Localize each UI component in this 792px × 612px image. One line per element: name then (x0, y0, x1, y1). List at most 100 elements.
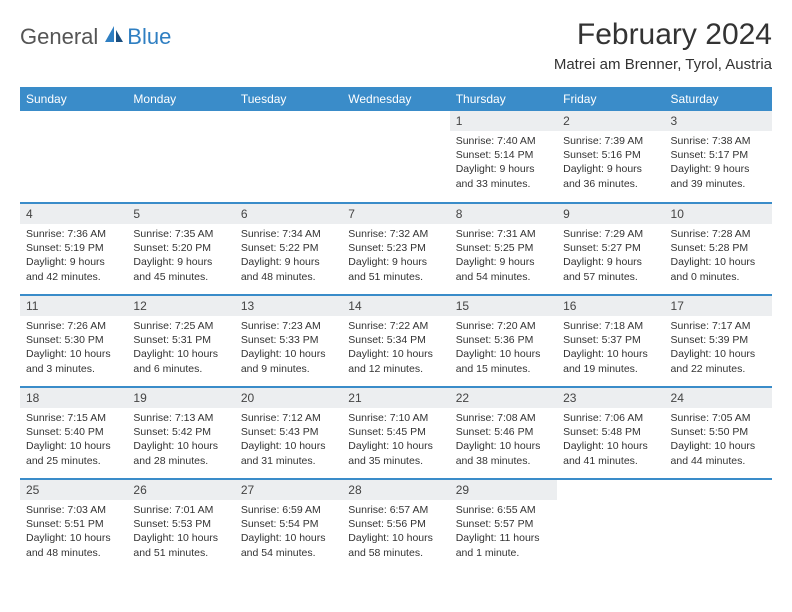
calendar-row: 18Sunrise: 7:15 AMSunset: 5:40 PMDayligh… (20, 387, 772, 479)
sunrise-text: Sunrise: 7:23 AM (241, 319, 336, 333)
daylight-text: Daylight: 10 hours and 44 minutes. (671, 439, 766, 467)
day-number: 21 (342, 388, 449, 408)
sunrise-text: Sunrise: 7:01 AM (133, 503, 228, 517)
sunset-text: Sunset: 5:43 PM (241, 425, 336, 439)
sunrise-text: Sunrise: 6:57 AM (348, 503, 443, 517)
calendar-table: Sunday Monday Tuesday Wednesday Thursday… (20, 87, 772, 571)
daylight-text: Daylight: 11 hours and 1 minute. (456, 531, 551, 559)
calendar-cell: 9Sunrise: 7:29 AMSunset: 5:27 PMDaylight… (557, 203, 664, 295)
cell-body: Sunrise: 7:13 AMSunset: 5:42 PMDaylight:… (127, 408, 234, 474)
cell-body: Sunrise: 7:05 AMSunset: 5:50 PMDaylight:… (665, 408, 772, 474)
day-number: 17 (665, 296, 772, 316)
sunrise-text: Sunrise: 6:55 AM (456, 503, 551, 517)
sunset-text: Sunset: 5:20 PM (133, 241, 228, 255)
calendar-cell (20, 111, 127, 203)
cell-body: Sunrise: 7:15 AMSunset: 5:40 PMDaylight:… (20, 408, 127, 474)
daylight-text: Daylight: 10 hours and 54 minutes. (241, 531, 336, 559)
sunrise-text: Sunrise: 7:06 AM (563, 411, 658, 425)
sunrise-text: Sunrise: 7:31 AM (456, 227, 551, 241)
sunrise-text: Sunrise: 7:28 AM (671, 227, 766, 241)
daylight-text: Daylight: 10 hours and 51 minutes. (133, 531, 228, 559)
calendar-cell: 26Sunrise: 7:01 AMSunset: 5:53 PMDayligh… (127, 479, 234, 571)
dayhdr-sun: Sunday (20, 87, 127, 111)
daylight-text: Daylight: 10 hours and 25 minutes. (26, 439, 121, 467)
day-number: 7 (342, 204, 449, 224)
sunset-text: Sunset: 5:23 PM (348, 241, 443, 255)
cell-body: Sunrise: 7:29 AMSunset: 5:27 PMDaylight:… (557, 224, 664, 290)
calendar-cell (557, 479, 664, 571)
calendar-row: 1Sunrise: 7:40 AMSunset: 5:14 PMDaylight… (20, 111, 772, 203)
day-number: 27 (235, 480, 342, 500)
daylight-text: Daylight: 10 hours and 58 minutes. (348, 531, 443, 559)
cell-body: Sunrise: 7:36 AMSunset: 5:19 PMDaylight:… (20, 224, 127, 290)
cell-body: Sunrise: 7:25 AMSunset: 5:31 PMDaylight:… (127, 316, 234, 382)
cell-body: Sunrise: 7:22 AMSunset: 5:34 PMDaylight:… (342, 316, 449, 382)
sunset-text: Sunset: 5:19 PM (26, 241, 121, 255)
daylight-text: Daylight: 10 hours and 48 minutes. (26, 531, 121, 559)
calendar-cell: 8Sunrise: 7:31 AMSunset: 5:25 PMDaylight… (450, 203, 557, 295)
cell-body: Sunrise: 7:23 AMSunset: 5:33 PMDaylight:… (235, 316, 342, 382)
sunrise-text: Sunrise: 7:32 AM (348, 227, 443, 241)
calendar-row: 11Sunrise: 7:26 AMSunset: 5:30 PMDayligh… (20, 295, 772, 387)
calendar-cell: 20Sunrise: 7:12 AMSunset: 5:43 PMDayligh… (235, 387, 342, 479)
sunset-text: Sunset: 5:36 PM (456, 333, 551, 347)
sunset-text: Sunset: 5:25 PM (456, 241, 551, 255)
cell-body: Sunrise: 7:18 AMSunset: 5:37 PMDaylight:… (557, 316, 664, 382)
day-number: 1 (450, 111, 557, 131)
cell-body: Sunrise: 7:39 AMSunset: 5:16 PMDaylight:… (557, 131, 664, 197)
calendar-row: 25Sunrise: 7:03 AMSunset: 5:51 PMDayligh… (20, 479, 772, 571)
day-number: 23 (557, 388, 664, 408)
calendar-cell: 1Sunrise: 7:40 AMSunset: 5:14 PMDaylight… (450, 111, 557, 203)
day-number: 18 (20, 388, 127, 408)
daylight-text: Daylight: 9 hours and 48 minutes. (241, 255, 336, 283)
calendar-cell: 18Sunrise: 7:15 AMSunset: 5:40 PMDayligh… (20, 387, 127, 479)
cell-body: Sunrise: 7:32 AMSunset: 5:23 PMDaylight:… (342, 224, 449, 290)
day-number (20, 111, 127, 117)
dayhdr-fri: Friday (557, 87, 664, 111)
daylight-text: Daylight: 9 hours and 51 minutes. (348, 255, 443, 283)
day-number: 13 (235, 296, 342, 316)
cell-body: Sunrise: 7:03 AMSunset: 5:51 PMDaylight:… (20, 500, 127, 566)
calendar-cell: 3Sunrise: 7:38 AMSunset: 5:17 PMDaylight… (665, 111, 772, 203)
cell-body: Sunrise: 7:12 AMSunset: 5:43 PMDaylight:… (235, 408, 342, 474)
daylight-text: Daylight: 9 hours and 42 minutes. (26, 255, 121, 283)
sunrise-text: Sunrise: 7:25 AM (133, 319, 228, 333)
dayhdr-wed: Wednesday (342, 87, 449, 111)
cell-body: Sunrise: 7:26 AMSunset: 5:30 PMDaylight:… (20, 316, 127, 382)
daylight-text: Daylight: 10 hours and 6 minutes. (133, 347, 228, 375)
sunset-text: Sunset: 5:42 PM (133, 425, 228, 439)
sunset-text: Sunset: 5:45 PM (348, 425, 443, 439)
sunset-text: Sunset: 5:39 PM (671, 333, 766, 347)
sunrise-text: Sunrise: 7:22 AM (348, 319, 443, 333)
sunrise-text: Sunrise: 7:38 AM (671, 134, 766, 148)
sail-icon (103, 24, 125, 47)
cell-body: Sunrise: 6:59 AMSunset: 5:54 PMDaylight:… (235, 500, 342, 566)
sunset-text: Sunset: 5:28 PM (671, 241, 766, 255)
sunrise-text: Sunrise: 7:12 AM (241, 411, 336, 425)
day-number: 9 (557, 204, 664, 224)
day-number: 4 (20, 204, 127, 224)
calendar-cell: 22Sunrise: 7:08 AMSunset: 5:46 PMDayligh… (450, 387, 557, 479)
sunrise-text: Sunrise: 7:15 AM (26, 411, 121, 425)
sunset-text: Sunset: 5:48 PM (563, 425, 658, 439)
cell-body: Sunrise: 7:35 AMSunset: 5:20 PMDaylight:… (127, 224, 234, 290)
day-number: 15 (450, 296, 557, 316)
daylight-text: Daylight: 10 hours and 19 minutes. (563, 347, 658, 375)
sunset-text: Sunset: 5:22 PM (241, 241, 336, 255)
daylight-text: Daylight: 9 hours and 36 minutes. (563, 162, 658, 190)
sunset-text: Sunset: 5:37 PM (563, 333, 658, 347)
cell-body: Sunrise: 7:31 AMSunset: 5:25 PMDaylight:… (450, 224, 557, 290)
day-number: 6 (235, 204, 342, 224)
sunrise-text: Sunrise: 7:05 AM (671, 411, 766, 425)
sunset-text: Sunset: 5:14 PM (456, 148, 551, 162)
day-number: 20 (235, 388, 342, 408)
brand-logo: General Blue (20, 18, 171, 50)
sunset-text: Sunset: 5:17 PM (671, 148, 766, 162)
sunrise-text: Sunrise: 7:13 AM (133, 411, 228, 425)
calendar-cell (235, 111, 342, 203)
calendar-cell: 2Sunrise: 7:39 AMSunset: 5:16 PMDaylight… (557, 111, 664, 203)
sunset-text: Sunset: 5:27 PM (563, 241, 658, 255)
brand-part2: Blue (127, 24, 171, 50)
sunrise-text: Sunrise: 7:39 AM (563, 134, 658, 148)
sunset-text: Sunset: 5:56 PM (348, 517, 443, 531)
